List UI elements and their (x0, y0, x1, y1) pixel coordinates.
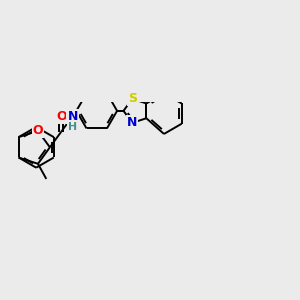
Text: S: S (128, 92, 137, 105)
Text: O: O (33, 124, 43, 137)
Text: O: O (56, 110, 67, 123)
Text: N: N (127, 116, 137, 129)
Text: N: N (68, 110, 78, 122)
Text: H: H (68, 122, 77, 132)
